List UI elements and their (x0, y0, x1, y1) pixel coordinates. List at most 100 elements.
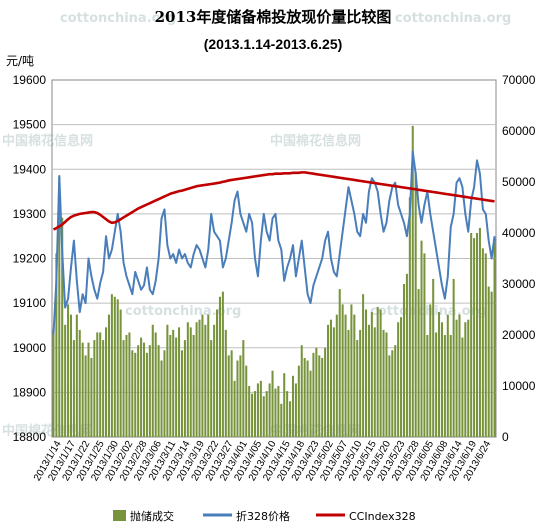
volume-bar (300, 345, 303, 437)
volume-bar (382, 329, 385, 437)
watermark-text: cottonchina.org (395, 11, 511, 26)
chart-title: 2013年度储备棉投放现价量比较图 (155, 8, 392, 26)
volume-bar (370, 312, 373, 437)
volume-bar (364, 309, 368, 437)
volume-bar (87, 342, 90, 437)
volume-bar (142, 342, 146, 437)
watermarks: cottonchina.org cottonchina.org 中国棉花信息网 … (2, 11, 511, 439)
right-tick-label: 30000 (502, 277, 536, 291)
volume-bar (61, 217, 64, 437)
volume-bar (128, 332, 131, 437)
volume-bar (353, 314, 356, 437)
volume-bar (379, 309, 382, 437)
volume-bar (397, 322, 400, 437)
volume-bar (102, 340, 105, 437)
volume-bar (458, 314, 461, 437)
volume-bar (350, 304, 353, 437)
volume-bar (81, 342, 84, 437)
watermark-text: 中国棉花信息网 (2, 133, 93, 149)
index-series-line (52, 171, 495, 231)
volume-bar (166, 324, 169, 437)
volume-bar (64, 324, 67, 437)
legend-label-index: CCIndex328 (349, 510, 416, 523)
volume-bar (455, 319, 458, 437)
watermark-text: cottonchina.org (125, 304, 241, 319)
volume-bar (134, 352, 137, 437)
volume-bar (236, 360, 239, 437)
volume-bar (99, 332, 102, 437)
volume-bar (291, 375, 294, 437)
left-tick-label: 19600 (13, 73, 47, 87)
volume-bar (160, 360, 163, 437)
volume-bar (198, 319, 201, 437)
volume-bar (96, 332, 99, 437)
volume-bar (452, 278, 455, 437)
volume-bar (277, 386, 280, 437)
volume-bar (55, 253, 58, 437)
legend-label-volume: 抛储成交 (130, 509, 174, 523)
volume-bar (438, 312, 441, 437)
volume-bar (84, 355, 87, 437)
left-tick-label: 19400 (13, 162, 47, 176)
volume-bar (356, 340, 359, 437)
left-tick-label: 19200 (13, 252, 47, 266)
volume-bar (417, 289, 420, 437)
volume-bar (192, 335, 195, 437)
volume-bar (315, 347, 318, 437)
volume-bar (289, 401, 292, 437)
volume-bar (280, 403, 283, 437)
volume-bar (309, 370, 312, 437)
volume-bar (341, 304, 344, 437)
volume-bar (408, 197, 411, 437)
volume-bar (230, 350, 233, 437)
volume-bar (443, 335, 446, 437)
volume-bar (242, 340, 245, 437)
volume-bar (125, 335, 128, 437)
volume-bar (423, 253, 426, 437)
volume-bar (78, 329, 81, 437)
volume-bar (449, 335, 452, 437)
volume-bar (426, 335, 429, 437)
volume-bar (429, 304, 432, 437)
watermark-text: cottonchina.org (370, 304, 486, 319)
right-tick-label: 70000 (502, 73, 536, 87)
volume-bar (294, 383, 297, 437)
volume-bar (446, 314, 449, 437)
volume-bar (385, 332, 388, 437)
volume-bar (204, 324, 207, 437)
volume-bar (327, 324, 330, 437)
volume-bar (306, 360, 309, 437)
chart-subtitle: (2013.1.14-2013.6.25) (204, 36, 343, 52)
price-series-line (52, 150, 496, 335)
volume-bar (151, 324, 154, 437)
left-axis-ticks: 19600 19500 19400 19300 19200 19100 19000 18900… (13, 73, 47, 444)
right-tick-label: 50000 (502, 175, 536, 189)
volume-bar (207, 314, 210, 437)
volume-bar (420, 240, 423, 437)
volume-bar (329, 319, 332, 437)
volume-bar (388, 355, 391, 437)
volume-bar (145, 352, 148, 437)
left-tick-label: 19300 (13, 207, 47, 221)
volume-bar (373, 327, 376, 437)
volume-bar (239, 355, 242, 437)
volume-bar (107, 314, 110, 437)
volume-bar (376, 306, 379, 437)
volume-bar (432, 278, 435, 437)
volume-bar (195, 322, 198, 437)
legend-swatch-volume (113, 510, 126, 521)
volume-bar (493, 238, 496, 437)
volume-bar (303, 357, 306, 437)
volume-bar (224, 329, 227, 437)
volume-bar (119, 309, 122, 437)
volume-bar (227, 355, 230, 437)
right-tick-label: 10000 (502, 379, 536, 393)
left-tick-label: 19500 (13, 118, 47, 132)
volume-bar (335, 314, 338, 437)
right-tick-label: 0 (502, 430, 509, 444)
volume-bar (90, 357, 93, 437)
volume-bar (467, 319, 470, 437)
volume-bar (148, 345, 151, 437)
left-tick-label: 19100 (13, 296, 47, 310)
